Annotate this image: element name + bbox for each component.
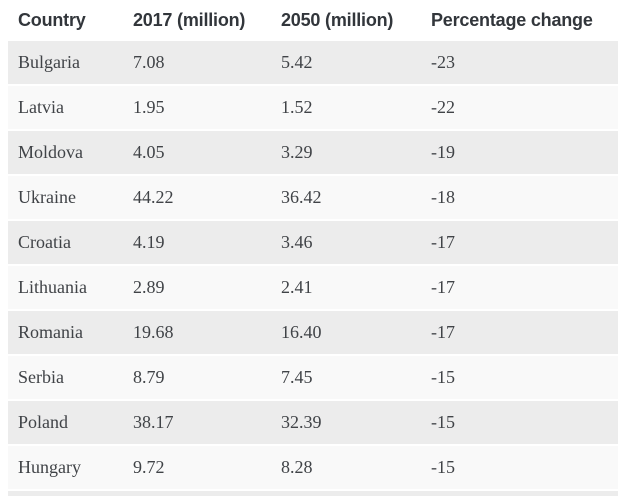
table-row: Poland 38.17 32.39 -15 [8, 401, 618, 446]
percentage-change-cell: -17 [431, 311, 618, 356]
country-cell: Lithuania [8, 266, 133, 311]
population-table-container: Country 2017 (million) 2050 (million) Pe… [8, 0, 618, 496]
country-cell: Croatia [8, 221, 133, 266]
table-row: Ukraine 44.22 36.42 -18 [8, 176, 618, 221]
value-2050-cell: 1.52 [281, 86, 431, 131]
value-2050-cell: 32.39 [281, 401, 431, 446]
country-cell: Latvia [8, 86, 133, 131]
table-row: Lithuania 2.89 2.41 -17 [8, 266, 618, 311]
table-body: Bulgaria 7.08 5.42 -23 Latvia 1.95 1.52 … [8, 41, 618, 491]
partial-next-row [8, 491, 618, 496]
percentage-change-cell: -18 [431, 176, 618, 221]
value-2017-cell: 9.72 [133, 446, 281, 491]
country-cell: Ukraine [8, 176, 133, 221]
country-cell: Hungary [8, 446, 133, 491]
value-2050-cell: 16.40 [281, 311, 431, 356]
percentage-change-cell: -19 [431, 131, 618, 176]
value-2050-cell: 8.28 [281, 446, 431, 491]
percentage-change-cell: -23 [431, 41, 618, 86]
column-header-2017: 2017 (million) [133, 0, 281, 41]
value-2017-cell: 2.89 [133, 266, 281, 311]
country-cell: Serbia [8, 356, 133, 401]
value-2017-cell: 4.19 [133, 221, 281, 266]
value-2017-cell: 19.68 [133, 311, 281, 356]
value-2017-cell: 1.95 [133, 86, 281, 131]
value-2050-cell: 3.29 [281, 131, 431, 176]
table-row: Hungary 9.72 8.28 -15 [8, 446, 618, 491]
column-header-2050: 2050 (million) [281, 0, 431, 41]
country-cell: Poland [8, 401, 133, 446]
value-2050-cell: 36.42 [281, 176, 431, 221]
table-row: Romania 19.68 16.40 -17 [8, 311, 618, 356]
column-header-country: Country [8, 0, 133, 41]
table-row: Bulgaria 7.08 5.42 -23 [8, 41, 618, 86]
country-cell: Romania [8, 311, 133, 356]
table-row: Latvia 1.95 1.52 -22 [8, 86, 618, 131]
value-2050-cell: 2.41 [281, 266, 431, 311]
table-header: Country 2017 (million) 2050 (million) Pe… [8, 0, 618, 41]
value-2017-cell: 7.08 [133, 41, 281, 86]
value-2050-cell: 7.45 [281, 356, 431, 401]
percentage-change-cell: -15 [431, 446, 618, 491]
column-header-percentage-change: Percentage change [431, 0, 618, 41]
value-2050-cell: 3.46 [281, 221, 431, 266]
table-row: Serbia 8.79 7.45 -15 [8, 356, 618, 401]
value-2017-cell: 44.22 [133, 176, 281, 221]
percentage-change-cell: -15 [431, 356, 618, 401]
value-2017-cell: 4.05 [133, 131, 281, 176]
value-2017-cell: 8.79 [133, 356, 281, 401]
population-change-table: Country 2017 (million) 2050 (million) Pe… [8, 0, 618, 491]
value-2017-cell: 38.17 [133, 401, 281, 446]
country-cell: Moldova [8, 131, 133, 176]
country-cell: Bulgaria [8, 41, 133, 86]
value-2050-cell: 5.42 [281, 41, 431, 86]
table-row: Croatia 4.19 3.46 -17 [8, 221, 618, 266]
percentage-change-cell: -17 [431, 266, 618, 311]
percentage-change-cell: -15 [431, 401, 618, 446]
percentage-change-cell: -22 [431, 86, 618, 131]
header-row: Country 2017 (million) 2050 (million) Pe… [8, 0, 618, 41]
percentage-change-cell: -17 [431, 221, 618, 266]
table-row: Moldova 4.05 3.29 -19 [8, 131, 618, 176]
